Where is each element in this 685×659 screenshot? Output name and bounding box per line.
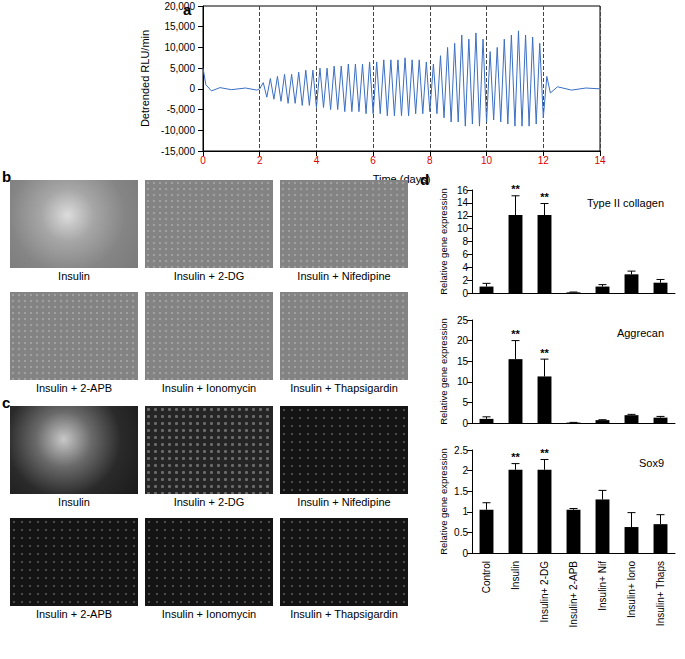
html-text:Insulin + Ionomycin: Insulin + Ionomycin — [161, 608, 257, 620]
svg-text:6: 6 — [370, 155, 376, 166]
svg-text:Insulin+ 2-APB: Insulin+ 2-APB — [568, 561, 579, 628]
svg-text:0: 0 — [462, 418, 468, 429]
svg-text:-10,000: -10,000 — [161, 125, 195, 136]
html-text:Insulin + Ionomycin: Insulin + Ionomycin — [161, 382, 257, 394]
html-text:Insulin + Nifedipine: Insulin + Nifedipine — [297, 496, 391, 508]
html-text:Insulin + 2-DG: Insulin + 2-DG — [173, 496, 245, 508]
svg-text:1: 1 — [462, 506, 468, 517]
svg-text:-5,000: -5,000 — [167, 104, 196, 115]
svg-text:20: 20 — [457, 335, 469, 346]
svg-text:12: 12 — [457, 210, 469, 221]
svg-text:2: 2 — [462, 465, 468, 476]
svg-text:0.5: 0.5 — [454, 527, 468, 538]
svg-text:6: 6 — [462, 249, 468, 260]
svg-text:Relative gene expression: Relative gene expression — [438, 188, 449, 295]
svg-text:Insulin+ Nif: Insulin+ Nif — [597, 561, 608, 611]
svg-text:16: 16 — [457, 185, 469, 196]
svg-text:2: 2 — [257, 155, 263, 166]
svg-text:2: 2 — [462, 275, 468, 286]
svg-text:Aggrecan: Aggrecan — [617, 327, 664, 339]
html-text:Insulin + 2-DG: Insulin + 2-DG — [173, 270, 245, 282]
svg-text:8: 8 — [462, 236, 468, 247]
html-text:Insulin + Thapsigardin: Insulin + Thapsigardin — [290, 608, 398, 620]
svg-text:Time (days): Time (days) — [372, 172, 431, 185]
svg-text:**: ** — [511, 451, 520, 463]
svg-text:20,000: 20,000 — [164, 1, 195, 12]
html-text:Insulin + Thapsigardin: Insulin + Thapsigardin — [290, 382, 398, 394]
svg-text:0: 0 — [189, 83, 195, 94]
svg-text:Insulin+ Iono: Insulin+ Iono — [626, 561, 637, 618]
svg-text:2.5: 2.5 — [454, 445, 468, 456]
svg-text:15,000: 15,000 — [164, 21, 195, 32]
svg-text:10: 10 — [457, 376, 469, 387]
svg-text:Insulin+ 2-DG: Insulin+ 2-DG — [539, 561, 550, 623]
svg-text:10: 10 — [457, 223, 469, 234]
html-text:Insulin: Insulin — [58, 496, 90, 508]
svg-text:5,000: 5,000 — [170, 63, 195, 74]
svg-text:Sox9: Sox9 — [639, 457, 664, 469]
html-text:Insulin: Insulin — [58, 270, 90, 282]
svg-text:0: 0 — [462, 548, 468, 559]
html-text:Insulin + 2-APB: Insulin + 2-APB — [35, 382, 113, 394]
svg-text:**: ** — [540, 347, 549, 359]
svg-text:Type II collagen: Type II collagen — [587, 197, 664, 209]
svg-text:10,000: 10,000 — [164, 42, 195, 53]
svg-text:0: 0 — [462, 288, 468, 299]
svg-text:Detrended RLU/min: Detrended RLU/min — [139, 30, 151, 127]
svg-text:14: 14 — [457, 197, 469, 208]
svg-text:25: 25 — [457, 315, 469, 326]
svg-text:10: 10 — [481, 155, 493, 166]
svg-text:4: 4 — [462, 262, 468, 273]
svg-text:14: 14 — [594, 155, 606, 166]
svg-text:**: ** — [511, 183, 520, 195]
svg-text:5: 5 — [462, 397, 468, 408]
html-text:c: c — [2, 394, 11, 411]
html-text:Insulin + 2-APB: Insulin + 2-APB — [35, 608, 113, 620]
svg-text:Relative gene expression: Relative gene expression — [438, 318, 449, 425]
svg-text:Insulin+ Thaps: Insulin+ Thaps — [655, 561, 666, 626]
svg-text:8: 8 — [427, 155, 433, 166]
html-text:Insulin + Nifedipine: Insulin + Nifedipine — [297, 270, 391, 282]
svg-text:**: ** — [540, 447, 549, 459]
svg-text:0: 0 — [200, 155, 206, 166]
svg-text:Control: Control — [481, 561, 492, 593]
svg-text:**: ** — [540, 191, 549, 203]
svg-text:15: 15 — [457, 356, 469, 367]
html-text:b: b — [2, 168, 12, 185]
svg-text:Relative gene expression: Relative gene expression — [438, 448, 449, 555]
svg-text:-15,000: -15,000 — [161, 146, 195, 157]
svg-text:1.5: 1.5 — [454, 486, 468, 497]
svg-text:12: 12 — [538, 155, 550, 166]
svg-text:**: ** — [511, 328, 520, 340]
svg-text:Insulin: Insulin — [510, 561, 521, 590]
svg-text:4: 4 — [314, 155, 320, 166]
